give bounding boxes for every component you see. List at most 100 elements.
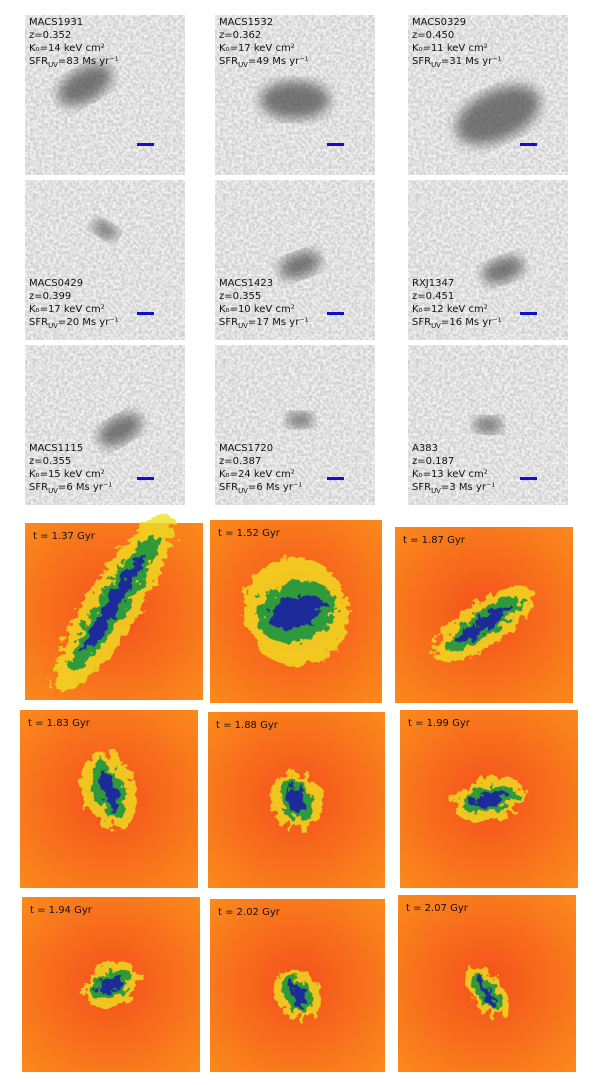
- redshift: z=0.355: [29, 456, 71, 467]
- cluster-name: MACS1931: [29, 17, 83, 28]
- sfr-label: SFR: [219, 482, 238, 493]
- scale-bar: [137, 143, 154, 146]
- scale-bar: [520, 143, 537, 146]
- scale-bar: [520, 477, 537, 480]
- sfr-subscript: UV: [48, 61, 58, 69]
- cold-gas-core: [287, 982, 308, 1006]
- emission: [455, 85, 541, 145]
- sfr: SFRUV=6 Ms yr⁻¹: [29, 482, 112, 495]
- redshift: z=0.362: [219, 30, 261, 41]
- sfr-value: =17 Ms yr⁻¹: [248, 317, 309, 328]
- entropy: K₀=11 keV cm²: [412, 43, 488, 54]
- redshift: z=0.399: [29, 291, 71, 302]
- cluster-name: MACS0429: [29, 278, 83, 289]
- simulation-panel: t = 2.02 Gyr: [210, 899, 385, 1072]
- cluster-name: RXJ1347: [412, 278, 454, 289]
- cluster-name: MACS1423: [219, 278, 273, 289]
- entropy: K₀=17 keV cm²: [29, 304, 105, 315]
- entropy: K₀=12 keV cm²: [412, 304, 488, 315]
- emission: [92, 220, 118, 240]
- cold-gas-core: [470, 791, 508, 807]
- sfr-value: =31 Ms yr⁻¹: [441, 56, 502, 67]
- simulation-panel: t = 1.99 Gyr: [400, 710, 578, 888]
- cluster-name: MACS1115: [29, 443, 83, 454]
- observed-panel: MACS0429 z=0.399 K₀=17 keV cm² SFRUV=20 Ms …: [25, 180, 185, 340]
- observed-panel: MACS1423 z=0.355 K₀=10 keV cm² SFRUV=17 Ms …: [215, 180, 375, 340]
- time-label: t = 1.52 Gyr: [218, 528, 281, 539]
- time-label: t = 2.02 Gyr: [218, 907, 281, 918]
- cluster-name: MACS1720: [219, 443, 273, 454]
- sfr-label: SFR: [412, 317, 431, 328]
- sfr: SFRUV=83 Ms yr⁻¹: [29, 56, 119, 69]
- sfr: SFRUV=31 Ms yr⁻¹: [412, 56, 502, 69]
- observed-panel: A383 z=0.187 K₀=13 keV cm² SFRUV=3 Ms yr⁻¹: [408, 345, 568, 505]
- entropy: K₀=13 keV cm²: [412, 469, 488, 480]
- cluster-name: MACS1532: [219, 17, 273, 28]
- noise: [25, 15, 185, 175]
- simulation-panel: t = 1.87 Gyr: [395, 527, 573, 703]
- entropy: K₀=14 keV cm²: [29, 43, 105, 54]
- time-label: t = 1.88 Gyr: [216, 720, 279, 731]
- scale-bar: [137, 312, 154, 315]
- redshift: z=0.187: [412, 456, 454, 467]
- sfr-subscript: UV: [48, 322, 58, 330]
- cluster-name: A383: [412, 443, 438, 454]
- time-label: t = 1.83 Gyr: [28, 718, 91, 729]
- simulation-panel: t = 1.52 Gyr: [210, 520, 382, 703]
- scale-bar: [520, 312, 537, 315]
- cold-gas-core: [97, 975, 125, 994]
- observed-panel: MACS1532 z=0.362 K₀=17 keV cm² SFRUV=49 Ms …: [215, 15, 375, 175]
- sfr-label: SFR: [412, 56, 431, 67]
- cold-gas-core: [457, 605, 511, 643]
- sfr-value: =49 Ms yr⁻¹: [248, 56, 309, 67]
- sfr-subscript: UV: [238, 322, 248, 330]
- sfr-value: =20 Ms yr⁻¹: [58, 317, 119, 328]
- sfr: SFRUV=20 Ms yr⁻¹: [29, 317, 119, 330]
- sfr-subscript: UV: [48, 487, 58, 495]
- sfr: SFRUV=17 Ms yr⁻¹: [219, 317, 309, 330]
- emission: [286, 412, 314, 428]
- sfr-subscript: UV: [238, 61, 248, 69]
- redshift: z=0.352: [29, 30, 71, 41]
- sfr-subscript: UV: [431, 61, 441, 69]
- sfr-label: SFR: [412, 482, 431, 493]
- sfr: SFRUV=3 Ms yr⁻¹: [412, 482, 495, 495]
- observed-panel: MACS1115 z=0.355 K₀=15 keV cm² SFRUV=6 Ms y…: [25, 345, 185, 505]
- redshift: z=0.451: [412, 291, 454, 302]
- emission: [57, 64, 113, 106]
- sfr-value: =16 Ms yr⁻¹: [441, 317, 502, 328]
- time-label: t = 1.94 Gyr: [30, 905, 93, 916]
- emission: [278, 251, 322, 279]
- noise: [25, 180, 185, 340]
- sfr-subscript: UV: [431, 322, 441, 330]
- cold-gas-core: [99, 770, 119, 810]
- sfr-label: SFR: [219, 317, 238, 328]
- sfr-label: SFR: [29, 482, 48, 493]
- redshift: z=0.387: [219, 456, 261, 467]
- sfr: SFRUV=6 Ms yr⁻¹: [219, 482, 302, 495]
- observed-panel: RXJ1347 z=0.451 K₀=12 keV cm² SFRUV=16 Ms y…: [408, 180, 568, 340]
- entropy: K₀=15 keV cm²: [29, 469, 105, 480]
- sfr-subscript: UV: [431, 487, 441, 495]
- time-label: t = 1.87 Gyr: [403, 535, 466, 546]
- entropy: K₀=17 keV cm²: [219, 43, 295, 54]
- emission: [481, 256, 525, 284]
- observed-panel: MACS1931 z=0.352 K₀=14 keV cm² SFRUV=83 Ms …: [25, 15, 185, 175]
- observed-panel: MACS1720 z=0.387 K₀=24 keV cm² SFRUV=6 Ms y…: [215, 345, 375, 505]
- cluster-name: MACS0329: [412, 17, 466, 28]
- cold-gas-core: [476, 980, 498, 1005]
- cold-gas-core: [269, 594, 323, 629]
- sfr-label: SFR: [29, 56, 48, 67]
- sfr: SFRUV=49 Ms yr⁻¹: [219, 56, 309, 69]
- sfr-label: SFR: [29, 317, 48, 328]
- cold-gas-core: [83, 555, 145, 651]
- emission: [260, 80, 330, 120]
- noise: [408, 180, 568, 340]
- scale-bar: [327, 143, 344, 146]
- redshift: z=0.355: [219, 291, 261, 302]
- time-label: t = 2.07 Gyr: [406, 903, 469, 914]
- sfr-label: SFR: [219, 56, 238, 67]
- observed-panel: MACS0329 z=0.450 K₀=11 keV cm² SFRUV=31 Ms …: [408, 15, 568, 175]
- sfr-value: =3 Ms yr⁻¹: [441, 482, 495, 493]
